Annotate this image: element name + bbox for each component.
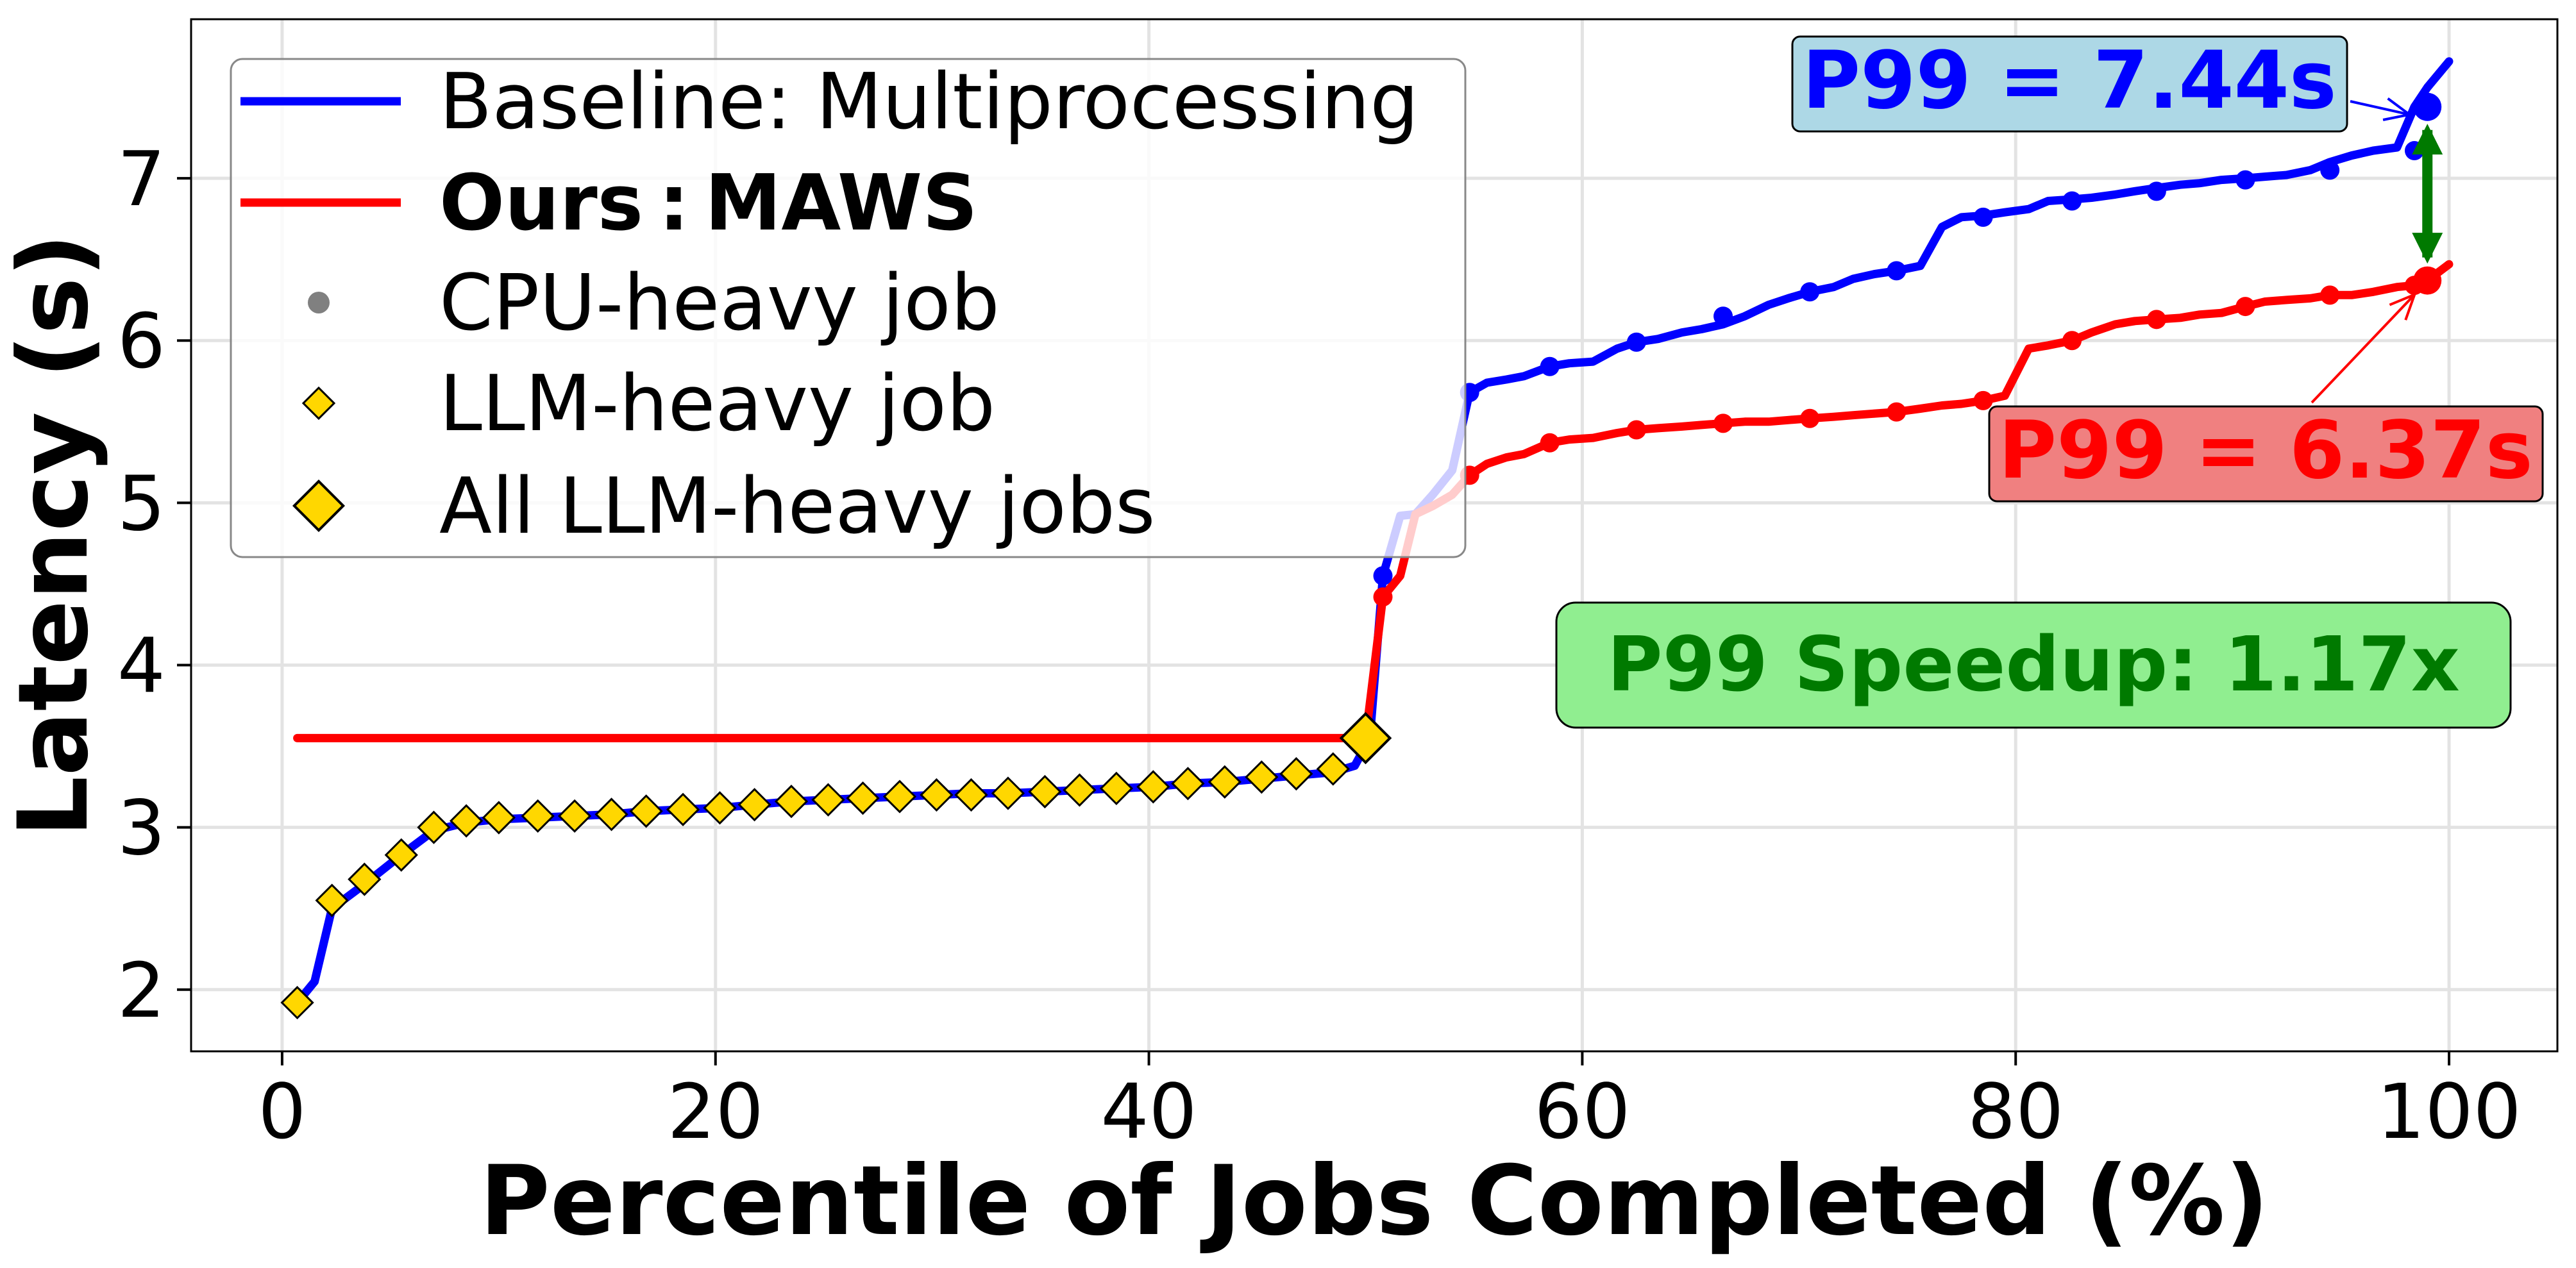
p99-ours-pointer xyxy=(2311,294,2416,404)
legend: Baseline: Multiprocessing Ours : MAWS CP… xyxy=(230,58,1467,558)
llm-job-marker xyxy=(280,985,314,1020)
legend-marker-cpu xyxy=(308,292,330,313)
all-llm-jobs-marker xyxy=(1339,712,1392,765)
llm-job-marker xyxy=(920,778,954,812)
llm-job-marker xyxy=(1245,760,1279,794)
y-tick-label: 6 xyxy=(117,297,165,385)
p99-speedup-label: P99 Speedup: 1.17x xyxy=(1607,620,2460,708)
llm-job-marker xyxy=(348,862,382,896)
cpu-job-marker-ours xyxy=(2062,331,2082,351)
cpu-job-marker-ours xyxy=(1540,433,1560,453)
p99-baseline-pointer xyxy=(2350,100,2410,116)
cpu-job-marker-ours xyxy=(1626,420,1646,440)
llm-job-marker xyxy=(450,804,484,838)
cpu-job-marker-baseline xyxy=(2404,141,2424,161)
llm-job-marker xyxy=(666,792,700,826)
series-markers xyxy=(280,92,2442,1020)
y-tick-label: 5 xyxy=(117,459,165,547)
llm-job-marker xyxy=(1028,774,1062,809)
axis-ticks: 0 20 40 60 80 100 2 3 4 5 6 7 xyxy=(117,135,2521,1156)
p99-ours-label-box xyxy=(1988,405,2544,503)
y-tick-label: 4 xyxy=(117,622,165,710)
llm-job-marker xyxy=(1136,770,1170,804)
cpu-job-marker-baseline xyxy=(2320,160,2340,180)
llm-job-marker xyxy=(846,781,880,815)
legend-label-all-llm: All LLM-heavy jobs xyxy=(439,462,1156,551)
cpu-job-marker-ours xyxy=(1373,587,1393,607)
llm-job-marker xyxy=(417,810,451,844)
p99-baseline-label-box xyxy=(1791,35,2348,133)
x-tick-label: 20 xyxy=(668,1067,764,1156)
y-tick-label: 3 xyxy=(117,784,165,872)
llm-job-marker xyxy=(703,791,737,825)
p99-baseline-pointer-head xyxy=(2382,97,2413,121)
llm-job-marker xyxy=(1279,756,1313,791)
cpu-job-marker-baseline xyxy=(1800,282,1820,302)
llm-job-marker xyxy=(774,785,809,819)
cpu-job-marker-baseline xyxy=(1973,207,1993,227)
legend-marker-all-llm xyxy=(292,479,346,533)
cpu-job-marker-ours xyxy=(1800,408,1820,428)
llm-job-marker xyxy=(882,780,917,813)
legend-marker-llm xyxy=(301,386,336,421)
cpu-job-marker-baseline xyxy=(1887,261,1907,281)
x-tick-label: 80 xyxy=(1967,1067,2064,1156)
legend-box xyxy=(230,58,1467,558)
cpu-job-marker-ours xyxy=(2146,310,2166,330)
x-tick-label: 40 xyxy=(1100,1067,1197,1156)
llm-job-marker xyxy=(991,776,1025,810)
legend-label-baseline: Baseline: Multiprocessing xyxy=(439,58,1418,147)
llm-job-marker xyxy=(384,838,418,872)
llm-job-marker xyxy=(1099,771,1134,806)
p99-ours-point xyxy=(2413,266,2442,295)
cpu-job-marker-baseline xyxy=(1373,566,1393,586)
llm-job-marker xyxy=(1063,773,1097,807)
legend-label-ours: Ours : MAWS xyxy=(439,159,978,248)
legend-label-cpu: CPU-heavy job xyxy=(439,259,1000,348)
cpu-job-marker-ours xyxy=(1973,390,1993,410)
p99-speedup-label-box xyxy=(1555,601,2512,729)
y-tick-label: 7 xyxy=(117,135,165,223)
p99-annotations: P99 = 7.44s P99 = 6.37s P99 Speedup: 1.1… xyxy=(1555,35,2544,729)
p99-ours-pointer-head xyxy=(2389,292,2417,321)
x-tick-label: 0 xyxy=(258,1067,306,1156)
cpu-job-marker-ours xyxy=(1887,402,1907,422)
p99-baseline-label: P99 = 7.44s xyxy=(1802,35,2336,127)
cpu-job-marker-baseline xyxy=(2235,170,2255,190)
llm-job-marker xyxy=(521,799,555,833)
cpu-job-marker-ours xyxy=(1713,413,1733,433)
llm-job-marker xyxy=(954,778,988,812)
llm-job-marker xyxy=(1208,765,1242,799)
llm-job-marker xyxy=(737,788,771,822)
llm-job-marker xyxy=(1316,752,1350,786)
llm-job-marker xyxy=(482,801,516,835)
x-tick-label: 60 xyxy=(1534,1067,1630,1156)
llm-job-marker xyxy=(629,794,663,828)
llm-job-marker xyxy=(557,799,592,833)
cpu-job-marker-baseline xyxy=(2062,191,2082,211)
series-line-ours xyxy=(293,260,2454,742)
cpu-job-marker-baseline xyxy=(1540,356,1560,376)
plot-frame xyxy=(190,18,2559,1053)
x-axis-title: Percentile of Jobs Completed (%) xyxy=(480,1146,2269,1257)
y-axis-title: Latency (s) xyxy=(0,233,110,837)
cpu-job-marker-baseline xyxy=(2146,181,2166,201)
llm-job-marker xyxy=(594,797,628,831)
llm-job-marker xyxy=(811,783,845,817)
legend-label-llm: LLM-heavy job xyxy=(439,360,995,449)
x-tick-label: 100 xyxy=(2377,1067,2521,1156)
p99-baseline-point xyxy=(2413,92,2442,121)
y-tick-label: 2 xyxy=(117,946,165,1035)
cpu-job-marker-baseline xyxy=(1626,332,1646,352)
cpu-job-marker-ours xyxy=(2235,297,2255,317)
llm-job-marker xyxy=(1171,767,1205,801)
p99-ours-label: P99 = 6.37s xyxy=(1998,405,2532,497)
llm-job-marker xyxy=(315,883,349,917)
cpu-job-marker-baseline xyxy=(1713,306,1733,326)
cpu-job-marker-ours xyxy=(2320,285,2340,305)
